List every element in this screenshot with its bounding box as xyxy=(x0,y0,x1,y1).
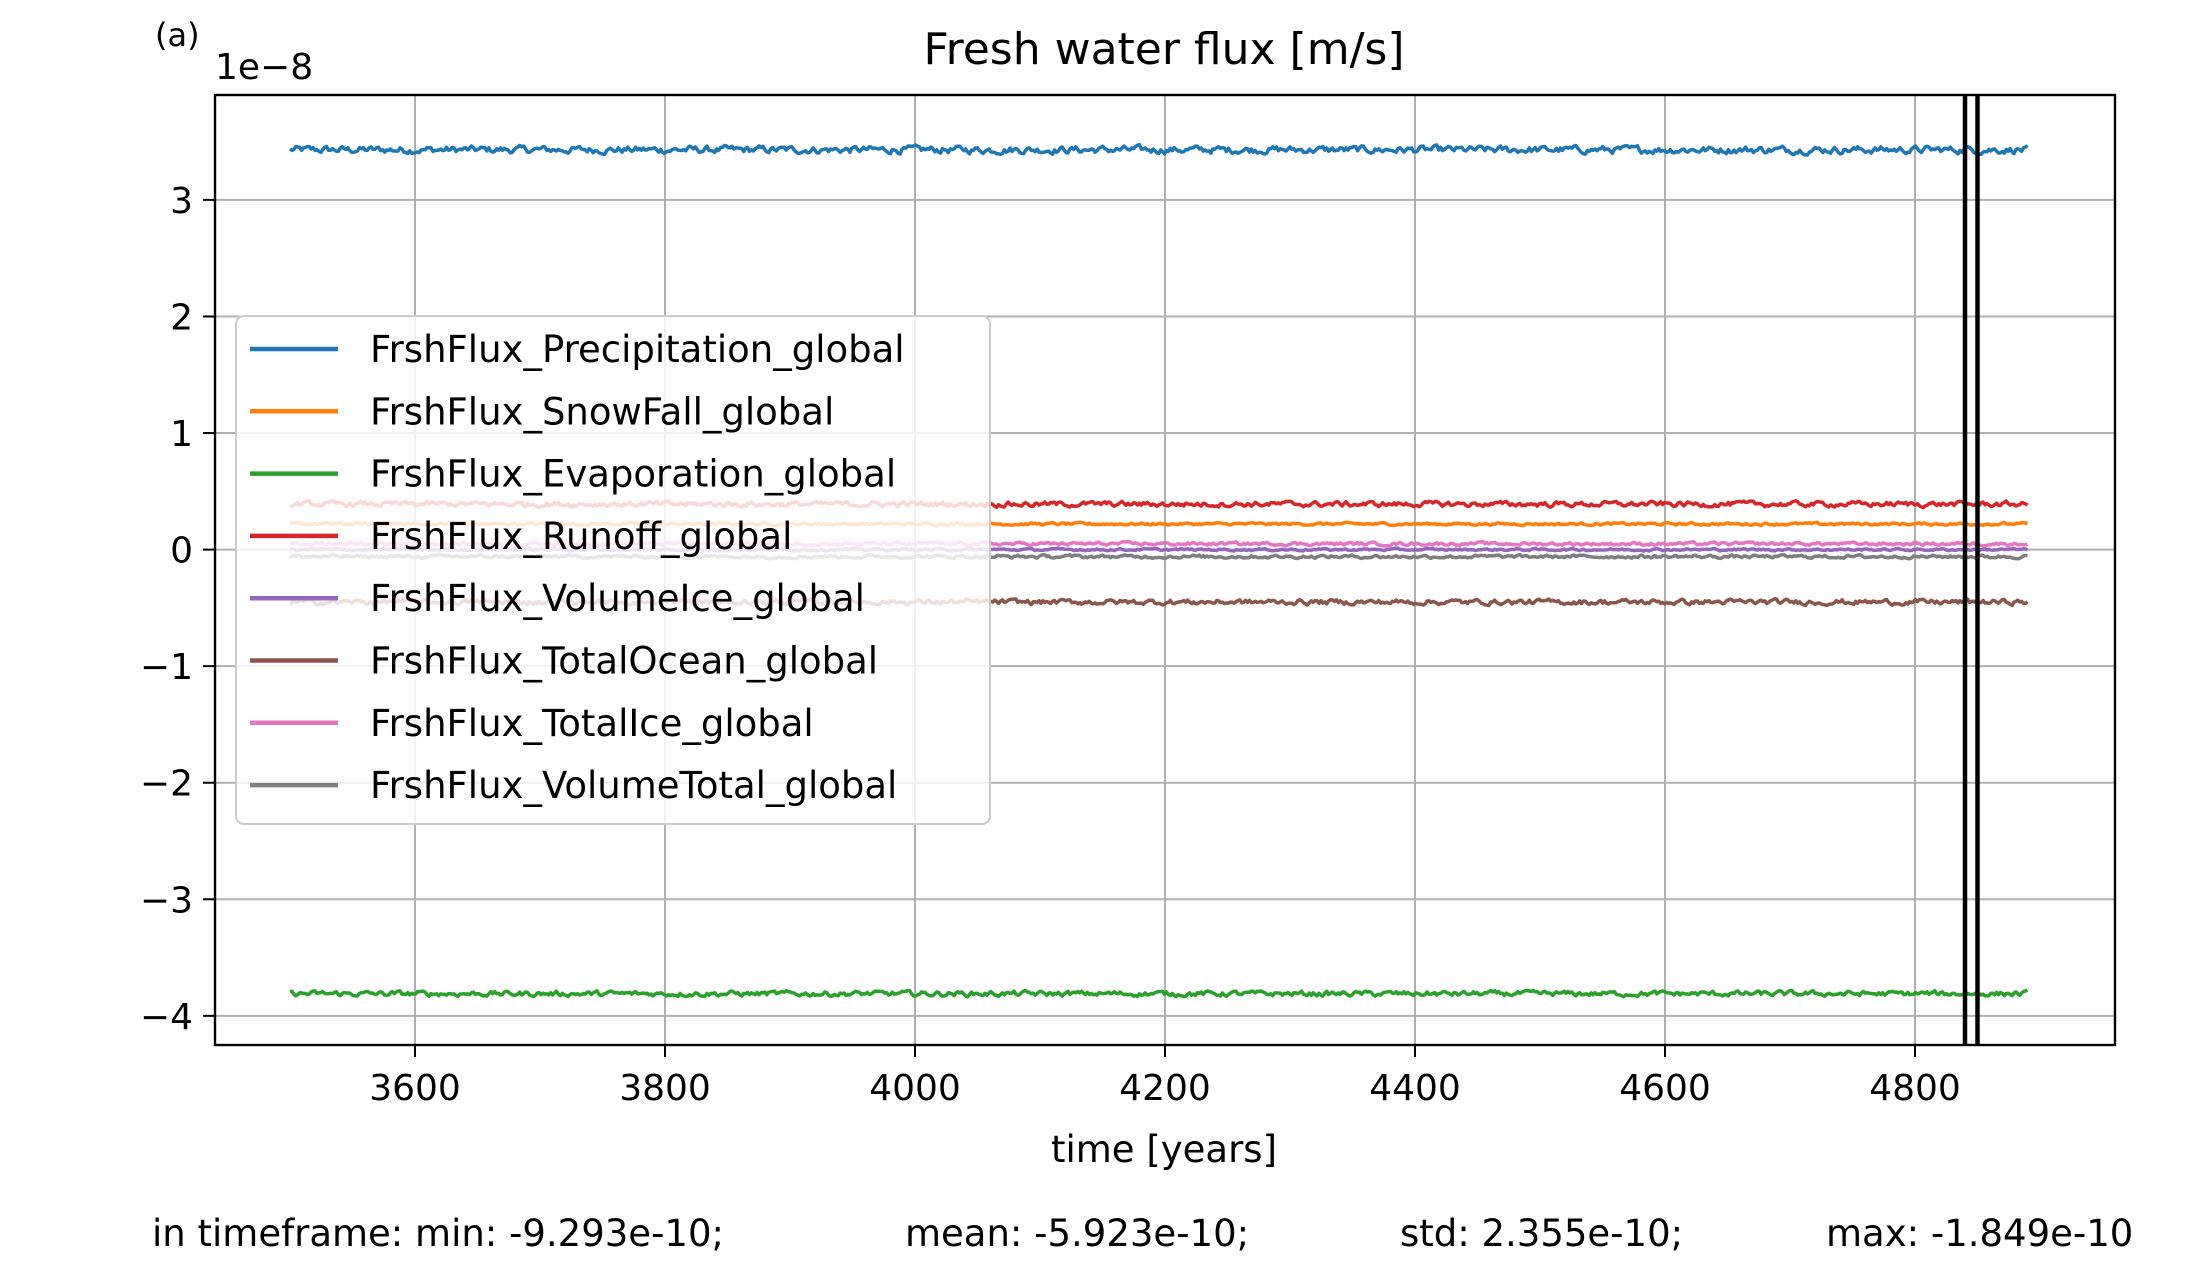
x-tick-label: 3800 xyxy=(619,1068,711,1109)
legend-entry: FrshFlux_Evaporation_global xyxy=(370,453,896,496)
y-tick-label: 3 xyxy=(170,181,193,222)
y-tick-label: −3 xyxy=(140,880,193,921)
legend-entry: FrshFlux_VolumeTotal_global xyxy=(370,764,897,807)
y-tick-label: −1 xyxy=(140,647,193,688)
series-line xyxy=(288,142,2029,157)
x-tick-label: 4000 xyxy=(869,1068,961,1109)
series-line xyxy=(289,988,2029,999)
x-axis-ticks: 3600 3800 4000 4200 4400 4600 4800 xyxy=(369,1045,1961,1109)
vertical-markers xyxy=(1962,95,1980,1045)
y-axis-ticks: −4 −3 −2 −1 0 1 2 3 xyxy=(140,181,215,1038)
y-tick-label: 0 xyxy=(170,531,193,572)
x-tick-label: 4800 xyxy=(1869,1068,1961,1109)
y-tick-label: 1 xyxy=(170,414,193,455)
footer-max: max: -1.849e-10 xyxy=(1826,1212,2133,1255)
panel-label: (a) xyxy=(155,16,200,54)
chart-title: Fresh water flux [m/s] xyxy=(923,24,1404,75)
x-tick-label: 4400 xyxy=(1369,1068,1461,1109)
legend: FrshFlux_Precipitation_global FrshFlux_Sn… xyxy=(235,315,991,825)
footer-std: std: 2.355e-10; xyxy=(1400,1212,1683,1255)
y-tick-label: −4 xyxy=(140,997,193,1038)
x-tick-label: 4200 xyxy=(1119,1068,1211,1109)
x-tick-label: 3600 xyxy=(369,1068,461,1109)
legend-entry: FrshFlux_TotalOcean_global xyxy=(370,640,878,683)
y-tick-label: 2 xyxy=(170,297,193,338)
footer-min: in timeframe: min: -9.293e-10; xyxy=(152,1212,724,1255)
legend-box xyxy=(235,315,991,825)
legend-entry: FrshFlux_TotalIce_global xyxy=(370,702,814,745)
legend-entry: FrshFlux_VolumeIce_global xyxy=(370,577,865,620)
x-axis-label: time [years] xyxy=(1051,1128,1277,1171)
y-axis-offset-label: 1e−8 xyxy=(215,47,313,88)
legend-entry: FrshFlux_Precipitation_global xyxy=(370,328,905,371)
y-tick-label: −2 xyxy=(140,764,193,805)
legend-entry: FrshFlux_SnowFall_global xyxy=(370,390,834,433)
legend-entry: FrshFlux_Runoff_global xyxy=(370,515,792,558)
footer-mean: mean: -5.923e-10; xyxy=(905,1212,1249,1255)
x-tick-label: 4600 xyxy=(1619,1068,1711,1109)
